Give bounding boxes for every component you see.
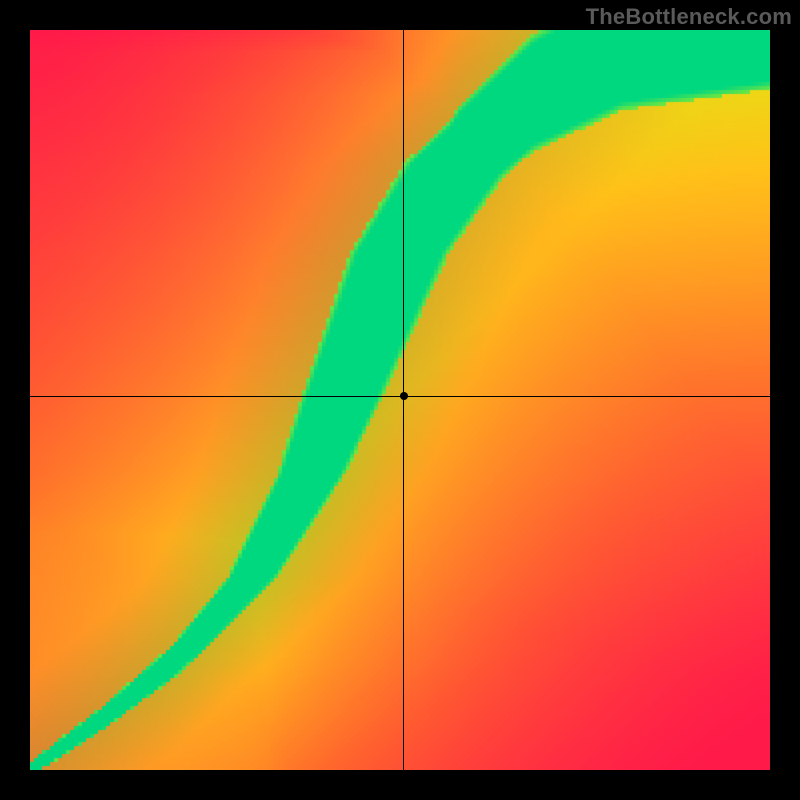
heatmap-canvas	[30, 30, 770, 770]
chart-container: { "watermark": { "text": "TheBottleneck.…	[0, 0, 800, 800]
crosshair-marker-dot	[400, 392, 408, 400]
watermark-text: TheBottleneck.com	[586, 4, 792, 30]
